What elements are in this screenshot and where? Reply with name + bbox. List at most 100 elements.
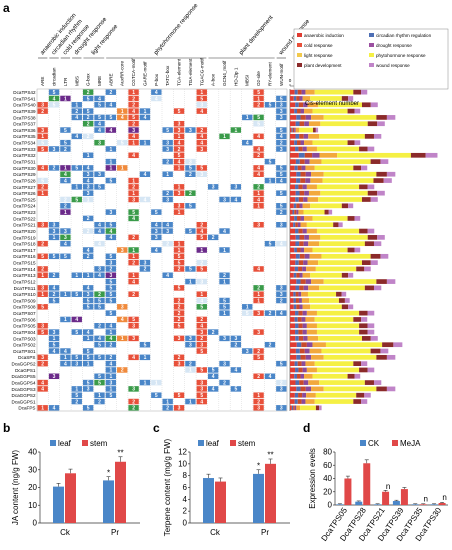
heatmap-cell (105, 329, 117, 335)
heatmap-cell-value: 1 (109, 374, 112, 380)
heatmap-cell (219, 133, 230, 140)
cis-bar-segment (323, 354, 377, 360)
cis-bar-segment (290, 209, 293, 215)
heatmap-cell-value: 1 (132, 248, 135, 254)
heatmap-cell-value: 2 (200, 128, 203, 134)
heatmap-cell-value: 2 (87, 122, 90, 128)
heatmap-cell-value: 1 (121, 166, 124, 172)
cis-bar-segment (299, 159, 305, 164)
heatmap-cell-value: 3 (189, 342, 192, 348)
cis-bar-segment (312, 247, 348, 253)
heatmap-cell-value: 2 (212, 235, 215, 241)
heatmap-cell (253, 152, 264, 159)
cis-bar-segment (304, 152, 313, 158)
heatmap-cell (185, 203, 196, 209)
heatmap-cell (196, 335, 207, 342)
cis-bar-segment (347, 140, 355, 146)
heatmap-cell-value: 2 (98, 399, 101, 405)
bar-stem (265, 463, 276, 523)
heatmap-cell (162, 146, 173, 152)
heatmap-cell-value: 5 (212, 368, 215, 374)
heatmap-cell-value: 4 (144, 197, 147, 203)
cis-bar-segment (295, 298, 299, 303)
heatmap-cell (139, 266, 151, 272)
cis-bar-segment (311, 386, 324, 392)
element-column-label: MRE (97, 76, 102, 86)
bar-CK (336, 504, 344, 505)
heatmap-cell-value: 1 (64, 317, 67, 323)
gene-row-label: DcaTPS28 (13, 178, 36, 183)
heatmap-cell (128, 114, 139, 121)
heatmap-cell (207, 184, 219, 190)
heatmap-cell (37, 139, 48, 146)
heatmap-cell-value: 2 (280, 298, 283, 304)
cis-bar-segment (290, 386, 297, 392)
heatmap-cell-value: 1 (87, 153, 90, 159)
heatmap-cell-value: 5 (280, 204, 283, 210)
heatmap-cell (60, 234, 71, 241)
cis-bar-segment (367, 184, 375, 190)
heatmap-cell (264, 341, 276, 348)
heatmap-cell (276, 146, 287, 152)
cis-bar-segment (323, 386, 377, 392)
gene-row-label: DcaTPS02 (13, 343, 36, 348)
cis-bar-segment (306, 342, 313, 348)
heatmap-cell (242, 114, 253, 121)
cis-bar-segment (295, 228, 299, 234)
heatmap-cell-value: 5 (132, 317, 135, 323)
heatmap-cell (117, 108, 128, 114)
cis-bar-segment (293, 203, 297, 209)
heatmap-cell (253, 405, 264, 411)
cis-bar-segment (311, 279, 324, 284)
heatmap-cell-value: 1 (178, 248, 181, 254)
heatmap-cell-value: 4 (155, 90, 158, 96)
heatmap-cell (105, 221, 117, 228)
heatmap-cell-value: 3 (144, 260, 147, 266)
heatmap-cell-value: 1 (144, 109, 147, 115)
legend-swatch (50, 440, 56, 446)
cis-bar-segment (295, 121, 300, 127)
cis-bar-segment (290, 228, 296, 234)
cis-bar-segment (308, 121, 321, 127)
heatmap-cell-value: 5 (200, 166, 203, 172)
heatmap-cell (71, 184, 82, 190)
cis-bar-segment (290, 178, 297, 183)
element-column-label: O2-site (256, 71, 261, 86)
heatmap-cell-value: 1 (223, 311, 226, 317)
heatmap-cell (60, 203, 71, 209)
heatmap-cell-value: 1 (223, 134, 226, 140)
heatmap-cell-value: 5 (87, 298, 90, 304)
element-column-label: GARE-motif (142, 61, 147, 86)
heatmap-cell-value: 4 (64, 349, 67, 355)
heatmap-cell-value: 5 (132, 210, 135, 216)
heatmap-cell (94, 291, 105, 297)
heatmap-cell-value: 2 (178, 305, 181, 311)
cis-bar-segment (356, 266, 365, 272)
cis-bar-segment (301, 165, 306, 171)
heatmap-cell-value: 5 (64, 128, 67, 134)
heatmap-cell-value: 3 (200, 380, 203, 386)
heatmap-cell (82, 304, 94, 310)
heatmap-cell-value: 5 (200, 349, 203, 355)
cis-bar-segment (341, 96, 349, 101)
heatmap-cell (151, 209, 162, 215)
y-axis-label: Expression evels (308, 448, 317, 508)
heatmap-cell (94, 272, 105, 279)
cis-bar-segment (310, 178, 323, 183)
heatmap-cell-value: 2 (269, 311, 272, 317)
heatmap-cell (253, 190, 264, 196)
cis-bar-segment (311, 354, 324, 360)
heatmap-cell (105, 228, 117, 234)
gene-row-label: DcaTPS03 (13, 336, 36, 341)
heatmap-cell-value: 3 (280, 292, 283, 298)
heatmap-cell (37, 379, 48, 386)
heatmap-cell-value: 5 (98, 305, 101, 311)
heatmap-cell (264, 102, 276, 108)
heatmap-cell-value: 5 (132, 115, 135, 121)
heatmap-cell (128, 316, 139, 323)
heatmap-cell-value: 2 (41, 109, 44, 115)
heatmap-cell (82, 95, 94, 102)
heatmap-cell-value: 1 (257, 292, 260, 298)
legend-swatch (82, 440, 88, 446)
